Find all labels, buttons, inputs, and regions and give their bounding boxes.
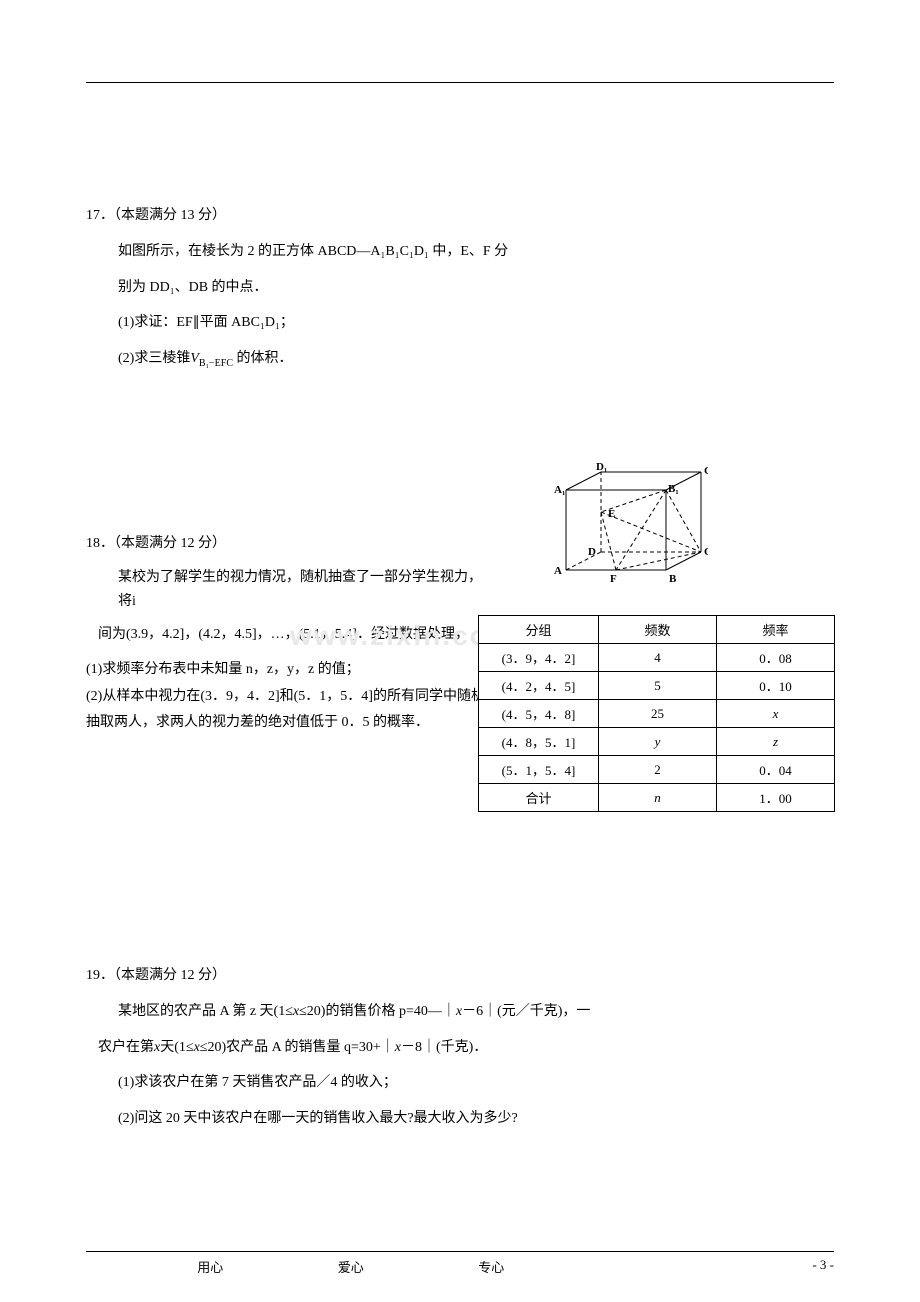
footer-text: 用心 爱心 专心 bbox=[86, 1257, 504, 1276]
cube-diagram: D₁ C₁ A₁ B₁ E D C A F B bbox=[548, 462, 708, 612]
svg-text:F: F bbox=[610, 573, 617, 585]
q17-V: V bbox=[190, 351, 199, 366]
page-footer: 用心 爱心 专心 - 3 - bbox=[86, 1257, 834, 1276]
q18-sub2: (2)从样本中视力在(3．9，4．2]和(5．1，5．4]的所有同学中随机抽取两… bbox=[86, 684, 486, 737]
footer-t2: 爱心 bbox=[338, 1260, 364, 1275]
th-rate: 频率 bbox=[717, 616, 835, 644]
cell: (4．2，4．5] bbox=[479, 672, 599, 700]
cell: 合计 bbox=[479, 784, 599, 812]
svg-text:B: B bbox=[669, 573, 677, 585]
q19-header: 19．（本题满分 12 分） bbox=[86, 964, 806, 988]
table-row: (5．1，5．4] 2 0．04 bbox=[479, 756, 835, 784]
table-row: (3．9，4．2] 4 0．08 bbox=[479, 644, 835, 672]
cell: 2 bbox=[599, 756, 717, 784]
cell: 5 bbox=[599, 672, 717, 700]
q17-volume-formula: VB₁−EFC bbox=[190, 351, 233, 366]
svg-text:D: D bbox=[588, 546, 596, 558]
cell: (5．1，5．4] bbox=[479, 756, 599, 784]
q19-line2: 农户在第x天(1≤x≤20)农产品 A 的销售量 q=30+｜x－8｜(千克)． bbox=[86, 1036, 806, 1060]
q19-l2-pre: 农户在第 bbox=[98, 1040, 154, 1055]
cell-y: y bbox=[599, 728, 717, 756]
svg-text:A: A bbox=[554, 565, 562, 577]
frequency-table: 分组 频数 频率 (3．9，4．2] 4 0．08 (4．2，4．5] 5 0．… bbox=[478, 615, 835, 812]
footer-t1: 用心 bbox=[197, 1260, 223, 1275]
q17-V-sub: B₁−EFC bbox=[199, 358, 233, 369]
q19-l1-m2: －6｜(元／千克)，一 bbox=[462, 1004, 590, 1019]
svg-text:B₁: B₁ bbox=[668, 483, 679, 495]
q19-l1-pre: 某地区的农产品 A 第 z 天(1≤ bbox=[118, 1004, 293, 1019]
svg-text:E: E bbox=[608, 508, 615, 520]
q17-line1: 如图所示，在棱长为 2 的正方体 ABCD—A₁B₁C₁D₁ 中，E、F 分 bbox=[86, 240, 706, 264]
th-freq: 频数 bbox=[599, 616, 717, 644]
q18-line1: 某校为了解学生的视力情况，随机抽查了一部分学生视力，将i bbox=[86, 566, 486, 614]
cell: 1．00 bbox=[717, 784, 835, 812]
top-rule bbox=[86, 82, 834, 83]
q18-header: 18．（本题满分 12 分） bbox=[86, 532, 486, 556]
q17-l4-pre: (2)求三棱锥 bbox=[118, 351, 190, 366]
svg-text:C: C bbox=[704, 546, 708, 558]
cell: (4．5，4．8] bbox=[479, 700, 599, 728]
table-row: (4．8，5．1] y z bbox=[479, 728, 835, 756]
cell: 25 bbox=[599, 700, 717, 728]
q19-l2-post: －8｜(千克)． bbox=[401, 1040, 487, 1055]
table-row: (4．2，4．5] 5 0．10 bbox=[479, 672, 835, 700]
bottom-rule bbox=[86, 1251, 834, 1252]
q19-l2-m2: ≤20)农产品 A 的销售量 q=30+｜ bbox=[200, 1040, 395, 1055]
footer-t3: 专心 bbox=[478, 1260, 504, 1275]
q19-line1: 某地区的农产品 A 第 z 天(1≤x≤20)的销售价格 p=40—｜x－6｜(… bbox=[86, 1000, 806, 1024]
question-19: 19．（本题满分 12 分） 某地区的农产品 A 第 z 天(1≤x≤20)的销… bbox=[86, 964, 806, 1143]
table-row: (4．5，4．8] 25 x bbox=[479, 700, 835, 728]
svg-text:C₁: C₁ bbox=[704, 465, 708, 477]
svg-text:D₁: D₁ bbox=[596, 462, 607, 473]
question-17: 17．（本题满分 13 分） 如图所示，在棱长为 2 的正方体 ABCD—A₁B… bbox=[86, 204, 706, 384]
q19-l1-m1: ≤20)的销售价格 p=40—｜ bbox=[299, 1004, 456, 1019]
q17-line3: (1)求证：EF∥平面 ABC₁D₁； bbox=[86, 311, 706, 335]
q18-sub1: (1)求频率分布表中未知量 n，z，y，z 的值； bbox=[86, 657, 486, 684]
cell-n: n bbox=[599, 784, 717, 812]
q17-line4: (2)求三棱锥VB₁−EFC 的体积． bbox=[86, 347, 706, 372]
table-row: 合计 n 1．00 bbox=[479, 784, 835, 812]
q17-l4-post: 的体积． bbox=[233, 351, 293, 366]
cell-z: z bbox=[717, 728, 835, 756]
svg-text:A₁: A₁ bbox=[554, 484, 565, 496]
q19-line3: (1)求该农户在第 7 天销售农产品／4 的收入； bbox=[86, 1071, 806, 1095]
question-18: 18．（本题满分 12 分） 某校为了解学生的视力情况，随机抽查了一部分学生视力… bbox=[86, 532, 486, 737]
cell: (4．8，5．1] bbox=[479, 728, 599, 756]
cell: 0．04 bbox=[717, 756, 835, 784]
q18-line2: 间为(3.9，4.2]，(4.2，4.5]，…，(5.1，5.4]．经过数据处理… bbox=[86, 623, 486, 647]
cell: (3．9，4．2] bbox=[479, 644, 599, 672]
cell-x: x bbox=[717, 700, 835, 728]
cell: 0．08 bbox=[717, 644, 835, 672]
cube-svg: D₁ C₁ A₁ B₁ E D C A F B bbox=[548, 462, 708, 612]
q17-line2: 别为 DD₁、DB 的中点． bbox=[86, 276, 706, 300]
q19-line4: (2)问这 20 天中该农户在哪一天的销售收入最大?最大收入为多少? bbox=[86, 1107, 806, 1131]
page-number: - 3 - bbox=[812, 1257, 834, 1273]
cell: 4 bbox=[599, 644, 717, 672]
q17-header: 17．（本题满分 13 分） bbox=[86, 204, 706, 228]
q19-l2-m1: 天(1≤ bbox=[160, 1040, 193, 1055]
th-group: 分组 bbox=[479, 616, 599, 644]
table-header-row: 分组 频数 频率 bbox=[479, 616, 835, 644]
cell: 0．10 bbox=[717, 672, 835, 700]
